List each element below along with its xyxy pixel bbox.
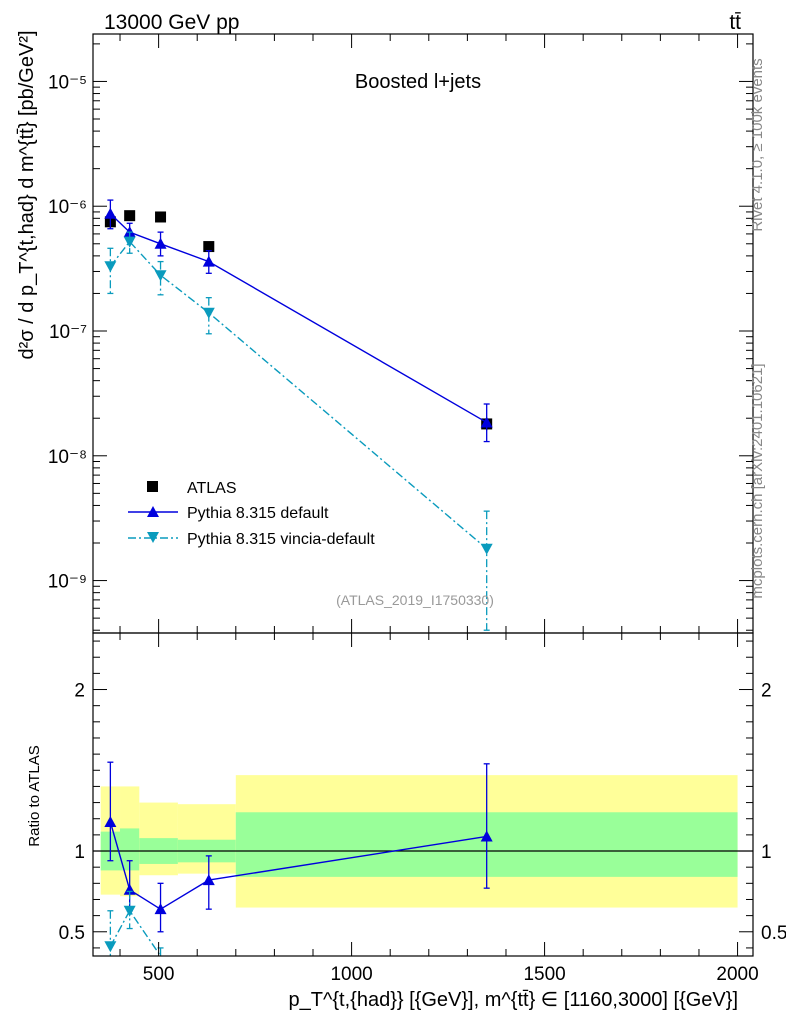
ratio-y-tick-label-left: 1 bbox=[74, 842, 85, 863]
data-point-vincia bbox=[104, 261, 117, 273]
ratio-point-default bbox=[202, 874, 215, 886]
ratio-point-default bbox=[480, 830, 493, 842]
x-tick-label: 2000 bbox=[716, 964, 758, 985]
ratio-plot-frame bbox=[92, 632, 754, 957]
ratio-y-tick-label-right: 2 bbox=[761, 681, 772, 702]
data-point-default bbox=[480, 416, 493, 428]
ratio-line-vincia bbox=[109, 909, 162, 957]
x-axis-label: p_T^{t,{had}} [{GeV}], m^{tt̄} ∈ [1160,3… bbox=[289, 989, 738, 1011]
legend-label-default: Pythia 8.315 default bbox=[187, 505, 329, 522]
data-point-default bbox=[154, 237, 167, 249]
main-y-tick-label: 10⁻⁵ bbox=[48, 72, 87, 93]
header-right: tt̄ bbox=[729, 11, 741, 34]
stat-uncertainty-band-1 bbox=[120, 828, 140, 871]
ratio-y-tick-label-left: 0.5 bbox=[59, 923, 85, 944]
main-y-tick-label: 10⁻⁹ bbox=[48, 572, 87, 593]
legend-label-vincia: Pythia 8.315 vincia-default bbox=[187, 531, 375, 548]
ratio-y-tick-label-right: 0.5 bbox=[761, 923, 786, 944]
data-point-default bbox=[202, 255, 215, 267]
ratio-point-default bbox=[104, 815, 117, 827]
mcplots-label: mcplots.cern.ch [arXiv:2401.10621] bbox=[749, 363, 766, 598]
data-point-vincia bbox=[154, 270, 167, 282]
legend-marker-atlas bbox=[147, 481, 158, 492]
legend: ATLAS Pythia 8.315 default Pythia 8.315 … bbox=[128, 480, 375, 548]
data-point-atlas bbox=[203, 241, 215, 253]
main-y-tick-label: 10⁻⁸ bbox=[48, 447, 87, 468]
series-line-vincia bbox=[109, 240, 488, 550]
ratio-y-tick-label-left: 2 bbox=[74, 681, 85, 702]
plot-title: Boosted l+jets bbox=[355, 71, 481, 93]
ratio-point-default bbox=[154, 903, 167, 915]
analysis-watermark: (ATLAS_2019_I1750330) bbox=[336, 592, 494, 608]
x-tick-label: 500 bbox=[143, 964, 175, 985]
data-point-default bbox=[104, 207, 117, 219]
legend-marker-vincia bbox=[147, 532, 159, 543]
data-point-atlas bbox=[124, 210, 136, 222]
header-left: 13000 GeV pp bbox=[104, 11, 239, 34]
data-point-vincia bbox=[123, 236, 136, 248]
data-point-atlas bbox=[155, 211, 167, 223]
ratio-y-tick-label-right: 1 bbox=[761, 842, 772, 863]
series-line-default bbox=[109, 213, 488, 424]
main-y-axis-label: d²σ / d p_T^{t,had} d m^{tt̄} [pb/GeV²] bbox=[16, 30, 38, 359]
x-tick-label: 1500 bbox=[523, 964, 565, 985]
x-tick-label: 1000 bbox=[330, 964, 372, 985]
data-point-vincia bbox=[480, 543, 493, 555]
ratio-y-axis-label: Ratio to ATLAS bbox=[26, 745, 43, 846]
main-y-tick-label: 10⁻⁷ bbox=[49, 322, 87, 343]
ratio-point-vincia bbox=[104, 941, 117, 953]
main-y-tick-label: 10⁻⁶ bbox=[48, 197, 87, 218]
rivet-label: Rivet 4.1.0, ≥ 100k events bbox=[749, 58, 766, 231]
total-uncertainty-band-3 bbox=[177, 804, 236, 874]
data-point-vincia bbox=[202, 307, 215, 319]
legend-label-atlas: ATLAS bbox=[187, 480, 237, 497]
legend-marker-default bbox=[147, 506, 159, 517]
ratio-point-vincia bbox=[123, 905, 136, 917]
